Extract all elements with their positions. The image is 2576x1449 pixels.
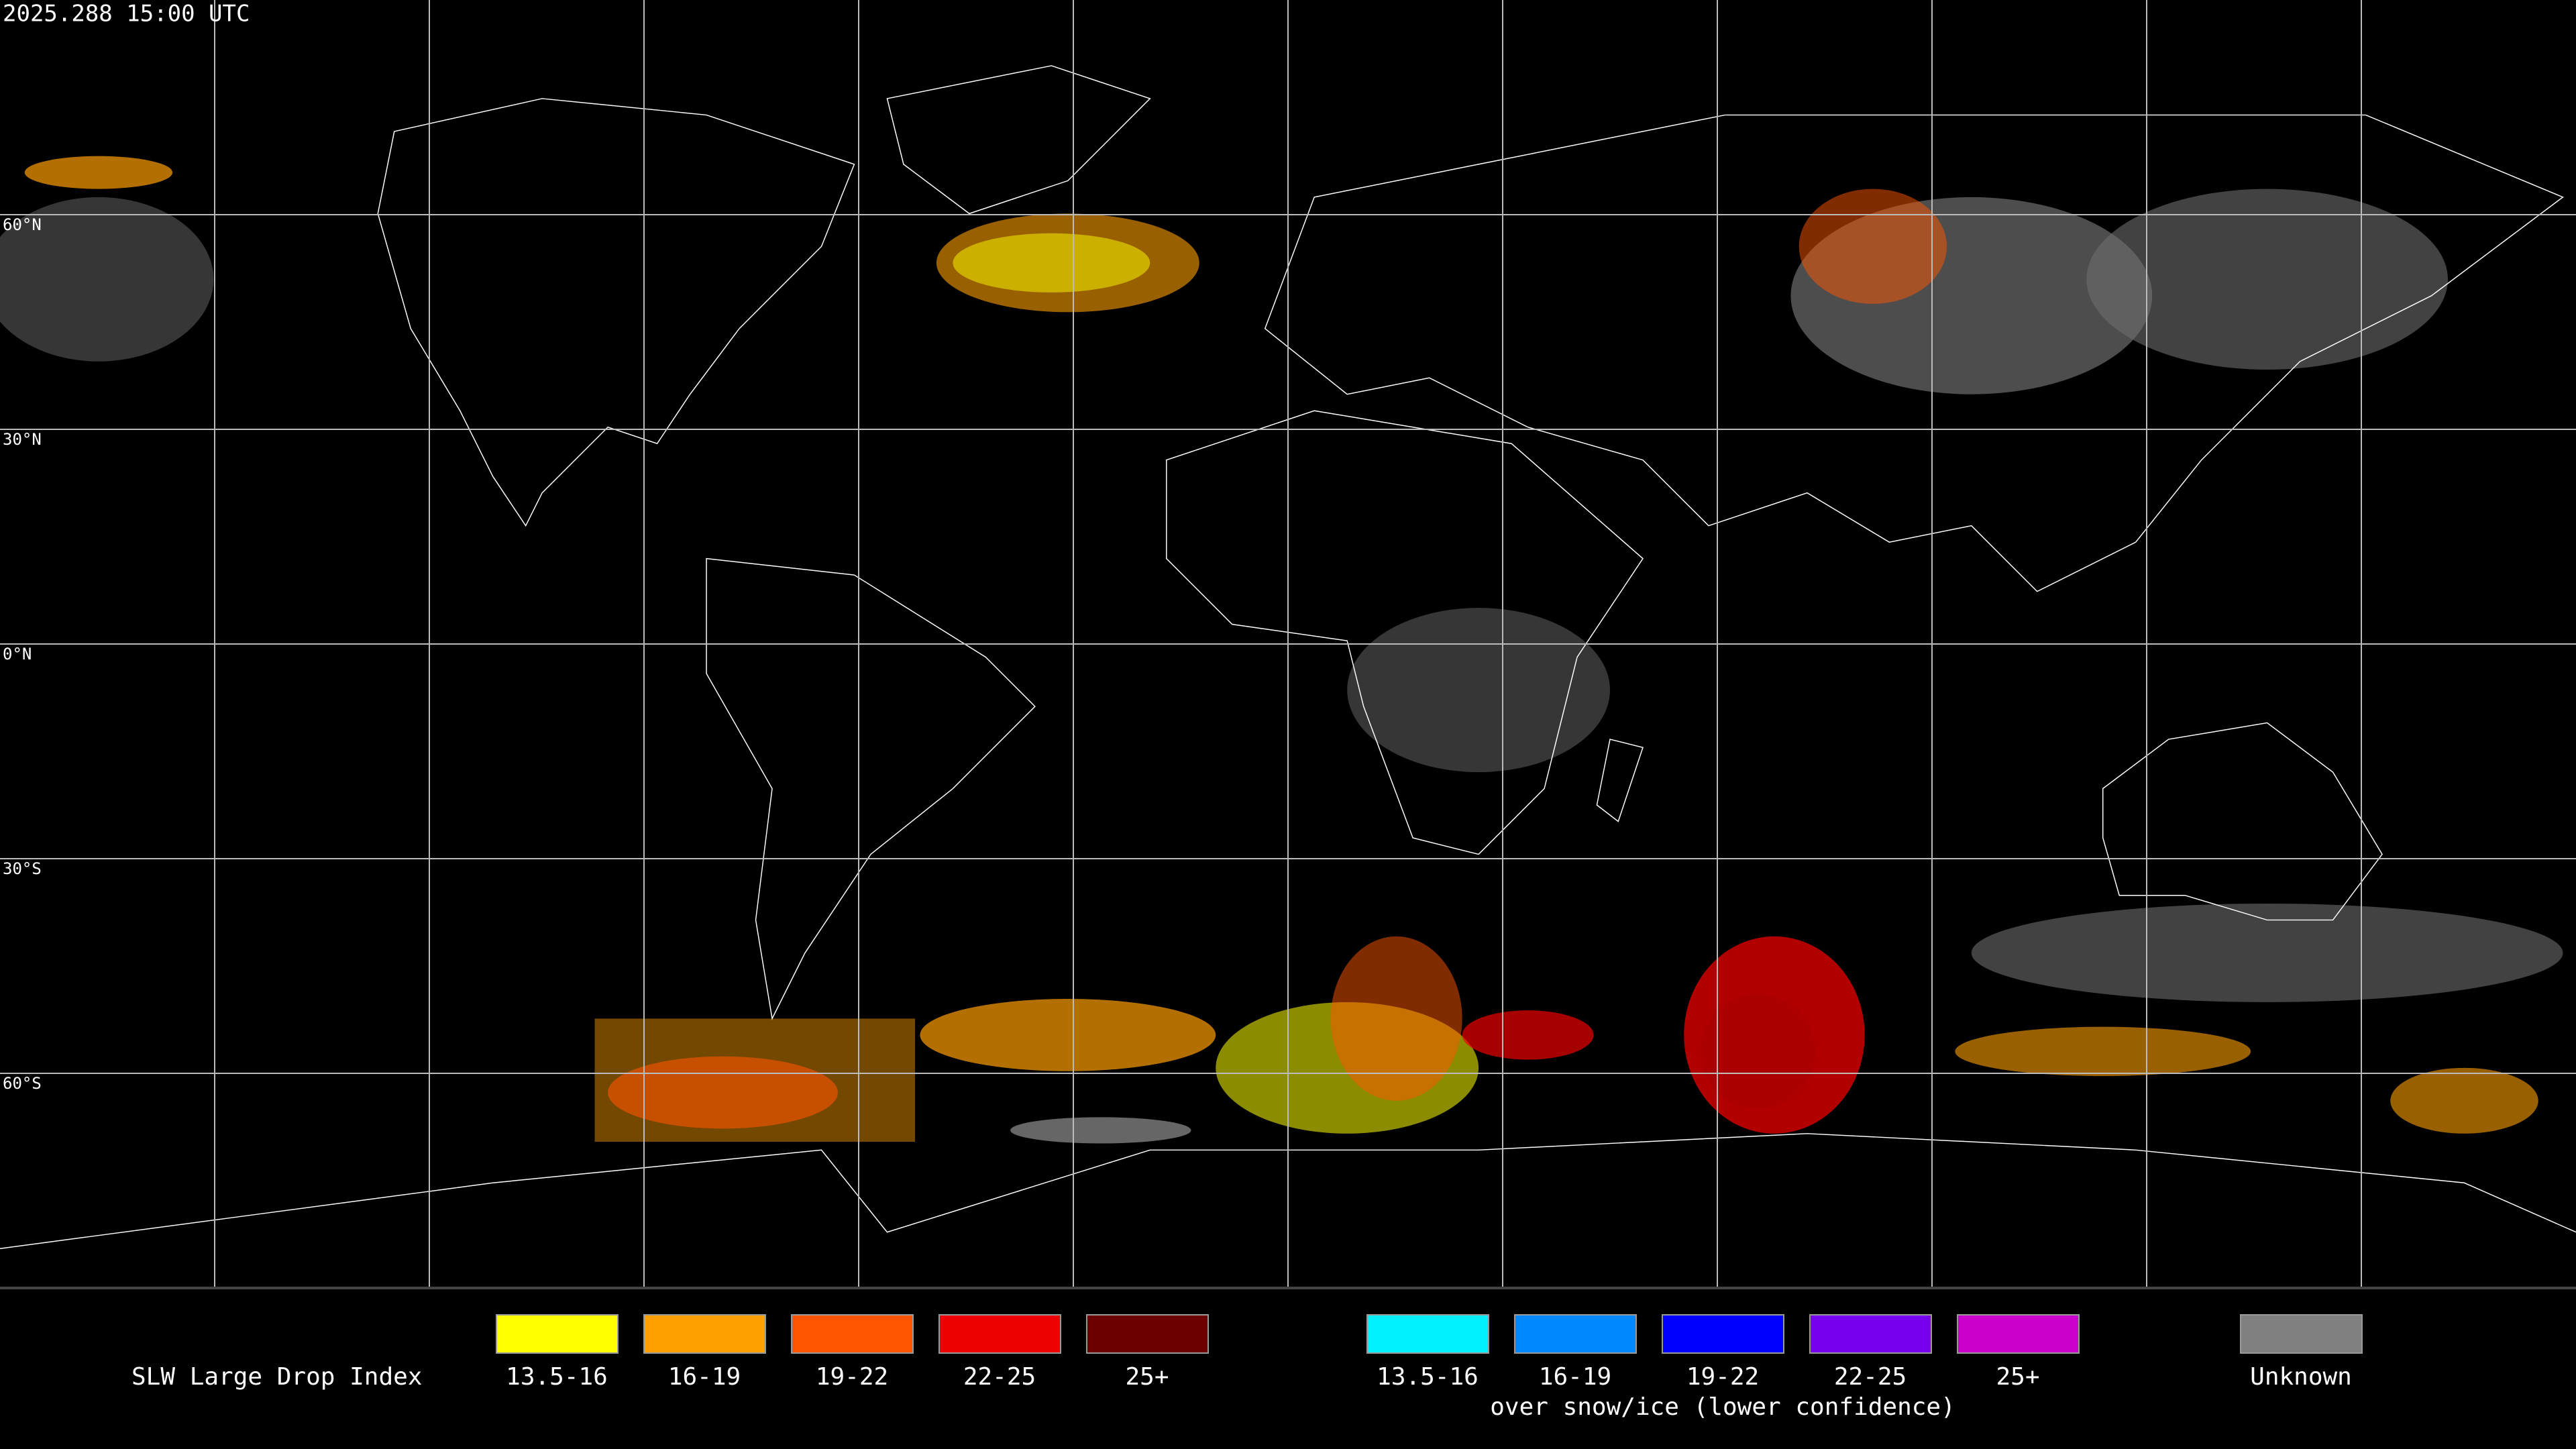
legend-label: 16-19 [668,1363,741,1391]
legend-swatch [1957,1314,2080,1354]
latitude-label: 30°S [3,859,42,878]
latitude-label: 30°N [3,430,42,449]
legend-label: 25+ [1996,1363,2039,1391]
legend-label: 13.5-16 [1377,1363,1479,1391]
legend-label: 19-22 [816,1363,888,1391]
graticule [0,0,2576,1287]
legend-caption: over snow/ice (lower confidence) [1490,1393,1955,1421]
legend-label: 19-22 [1686,1363,1759,1391]
legend-swatch [1809,1314,1932,1354]
legend-swatch [2240,1314,2363,1354]
legend-swatch [496,1314,619,1354]
legend-label: Unknown [2250,1363,2352,1391]
map-border [0,1287,2576,1289]
legend-swatch [1366,1314,1489,1354]
legend-label: 16-19 [1539,1363,1611,1391]
legend-title: SLW Large Drop Index [131,1363,422,1391]
legend-label: 22-25 [963,1363,1036,1391]
legend-label: 25+ [1125,1363,1169,1391]
latitude-label: 0°N [3,645,32,663]
latitude-label: 60°N [3,215,42,234]
legend-label: 22-25 [1834,1363,1907,1391]
legend-swatch [791,1314,914,1354]
cloud-patches [0,156,2563,1144]
legend-swatch [643,1314,766,1354]
legend-swatch [1514,1314,1637,1354]
legend-swatch [938,1314,1061,1354]
legend-swatch [1662,1314,1784,1354]
map-layer [0,65,2576,1249]
latitude-label: 60°S [3,1074,42,1093]
latitude-labels: 60°N 30°N 0°N 30°S 60°S [3,215,42,1093]
legend-swatch [1086,1314,1209,1354]
timestamp: 2025.288 15:00 UTC [3,1,250,28]
legend-label: 13.5-16 [506,1363,608,1391]
legend: 13.5-16 16-19 19-22 22-25 25+ 13.5-16 16-19 19-… [496,1314,2363,1421]
